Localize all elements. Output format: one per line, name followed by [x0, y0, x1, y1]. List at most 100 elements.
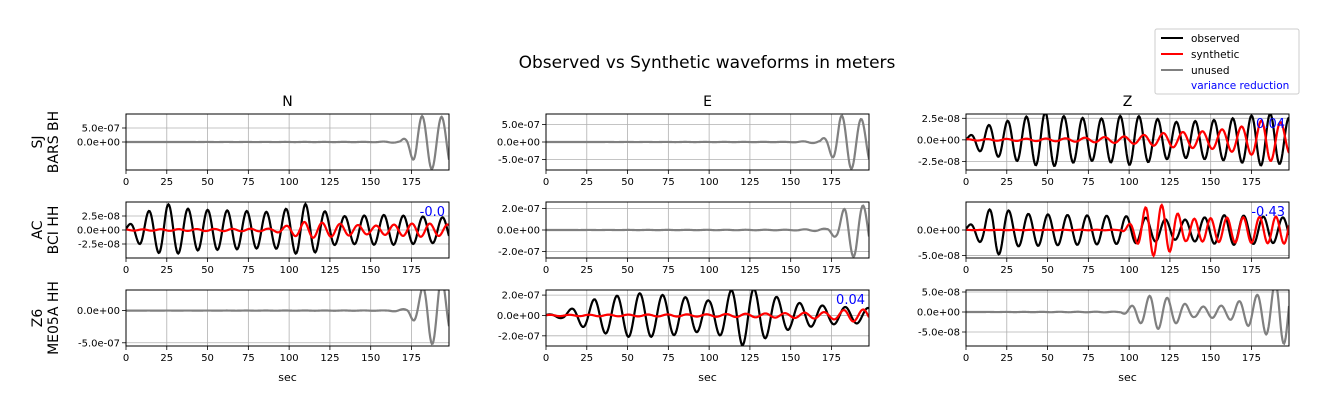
x-tick-label: 75 — [242, 353, 255, 364]
panel-2-1: 0 25 50 75 100 125 150 175 -2.0e-07 0.0e+00 2.0e-0… — [497, 289, 870, 364]
column-title-Z: Z — [1123, 94, 1133, 110]
panel-0-1: 0 25 50 75 100 125 150 175 -5.0e-07 0.0e+00 5.0e-0… — [497, 113, 870, 188]
x-tick-label: 100 — [280, 353, 299, 364]
y-tick-label: -2.5e-08 — [78, 240, 120, 251]
x-tick-label: 0 — [123, 353, 129, 364]
x-tick-label: 125 — [320, 265, 339, 276]
x-tick-label: 150 — [781, 353, 800, 364]
panel-frame — [125, 289, 450, 347]
x-tick-label: 150 — [361, 353, 380, 364]
x-tick-label: 75 — [662, 265, 675, 276]
x-tick-label: 75 — [242, 265, 255, 276]
column-title-E: E — [703, 94, 712, 110]
x-tick-label: 25 — [580, 353, 593, 364]
trace-observed — [546, 290, 869, 346]
trace-synthetic — [966, 119, 1289, 163]
x-tick-label: 150 — [1201, 177, 1220, 188]
x-tick-label: 100 — [280, 265, 299, 276]
x-tick-label: 25 — [160, 353, 173, 364]
x-tick-label: 150 — [1201, 265, 1220, 276]
x-tick-label: 125 — [1160, 353, 1179, 364]
trace-observed — [126, 202, 449, 256]
x-tick-label: 50 — [621, 177, 634, 188]
x-tick-label: 100 — [700, 353, 719, 364]
x-tick-label: 100 — [1120, 177, 1139, 188]
variance-reduction-label: -0.43 — [1251, 205, 1285, 220]
x-tick-label: 125 — [1160, 177, 1179, 188]
trace-synthetic — [546, 308, 869, 323]
figure-title: Observed vs Synthetic waveforms in meter… — [519, 53, 896, 73]
y-tick-label: 0.0e+00 — [497, 311, 540, 322]
x-tick-label: 25 — [580, 177, 593, 188]
x-tick-label: 125 — [320, 177, 339, 188]
trace-unused — [126, 114, 449, 170]
panel-1-2: 0 25 50 75 100 125 150 175 -5.0e-08 0.0e+00 -0.43 — [917, 201, 1290, 276]
x-tick-label: 25 — [160, 177, 173, 188]
row-label-network: Z6 — [30, 309, 46, 328]
x-tick-label: 125 — [1160, 265, 1179, 276]
x-tick-label: 175 — [822, 265, 841, 276]
row-label-station: ME05A HH — [46, 281, 62, 355]
y-tick-label: -5.0e-08 — [918, 251, 960, 262]
legend: observed synthetic unused variance reduc… — [1154, 28, 1300, 95]
variance-reduction-label: -0.0 — [420, 205, 445, 220]
y-tick-label: 0.0e+00 — [77, 226, 120, 237]
y-tick-label: 0.0e+00 — [77, 138, 120, 149]
y-tick-label: -2.5e-08 — [918, 157, 960, 168]
row-label-network: AC — [30, 220, 46, 239]
legend-label-observed: observed — [1191, 33, 1240, 45]
y-tick-label: -5.0e-08 — [918, 328, 960, 339]
trace-observed — [966, 114, 1289, 168]
x-axis-label: sec — [278, 371, 297, 384]
x-tick-label: 25 — [580, 265, 593, 276]
x-tick-label: 175 — [1242, 353, 1261, 364]
x-tick-label: 25 — [1000, 265, 1013, 276]
x-tick-label: 150 — [361, 265, 380, 276]
trace-synthetic — [966, 203, 1289, 258]
y-tick-label: 0.0e+00 — [77, 306, 120, 317]
trace-synthetic — [126, 220, 449, 239]
x-tick-label: 100 — [1120, 265, 1139, 276]
x-tick-label: 0 — [963, 177, 969, 188]
x-tick-label: 25 — [1000, 353, 1013, 364]
x-tick-label: 75 — [1082, 177, 1095, 188]
trace-unused — [126, 290, 449, 346]
row-label-station: BCI HH — [46, 206, 62, 255]
panel-frame — [965, 113, 1290, 171]
x-tick-label: 50 — [1041, 177, 1054, 188]
x-tick-label: 25 — [1000, 177, 1013, 188]
x-tick-label: 100 — [1120, 353, 1139, 364]
x-tick-label: 150 — [781, 265, 800, 276]
y-tick-label: -5.0e-07 — [78, 338, 120, 349]
y-tick-label: 0.0e+00 — [497, 138, 540, 149]
x-tick-label: 125 — [740, 177, 759, 188]
x-tick-label: 100 — [700, 265, 719, 276]
y-tick-label: 5.0e-08 — [922, 288, 960, 299]
x-tick-label: 175 — [402, 177, 421, 188]
x-tick-label: 75 — [662, 353, 675, 364]
x-tick-label: 75 — [242, 177, 255, 188]
y-tick-label: 2.5e-08 — [82, 212, 120, 223]
column-title-N: N — [282, 94, 292, 110]
x-tick-label: 0 — [543, 353, 549, 364]
x-tick-label: 0 — [543, 265, 549, 276]
x-tick-label: 150 — [361, 177, 380, 188]
panel-0-2: 0 25 50 75 100 125 150 175 -2.5e-08 0.0e+00 2.5e-0… — [917, 113, 1290, 188]
x-tick-label: 175 — [822, 353, 841, 364]
y-tick-label: 0.0e+00 — [497, 226, 540, 237]
panel-frame — [545, 289, 870, 347]
y-tick-label: 0.0e+00 — [917, 308, 960, 319]
panel-grid: 0 25 50 75 100 125 150 175 0.0e+00 5.0e-07 0 25 50 75… — [30, 94, 1290, 384]
x-tick-label: 50 — [201, 353, 214, 364]
x-tick-label: 150 — [781, 177, 800, 188]
variance-reduction-label: 0.04 — [836, 293, 865, 308]
y-tick-label: -2.0e-07 — [498, 331, 540, 342]
y-tick-label: 0.0e+00 — [917, 226, 960, 237]
panel-2-0: 0 25 50 75 100 125 150 175 -5.0e-07 0.0e+00 — [77, 289, 450, 364]
x-tick-label: 175 — [1242, 265, 1261, 276]
row-label-station: BARS BH — [46, 111, 62, 173]
panel-1-1: 0 25 50 75 100 125 150 175 -2.0e-07 0.0e+00 2.0e-0… — [497, 201, 870, 276]
x-axis-label: sec — [1118, 371, 1137, 384]
legend-label-synthetic: synthetic — [1191, 49, 1240, 61]
